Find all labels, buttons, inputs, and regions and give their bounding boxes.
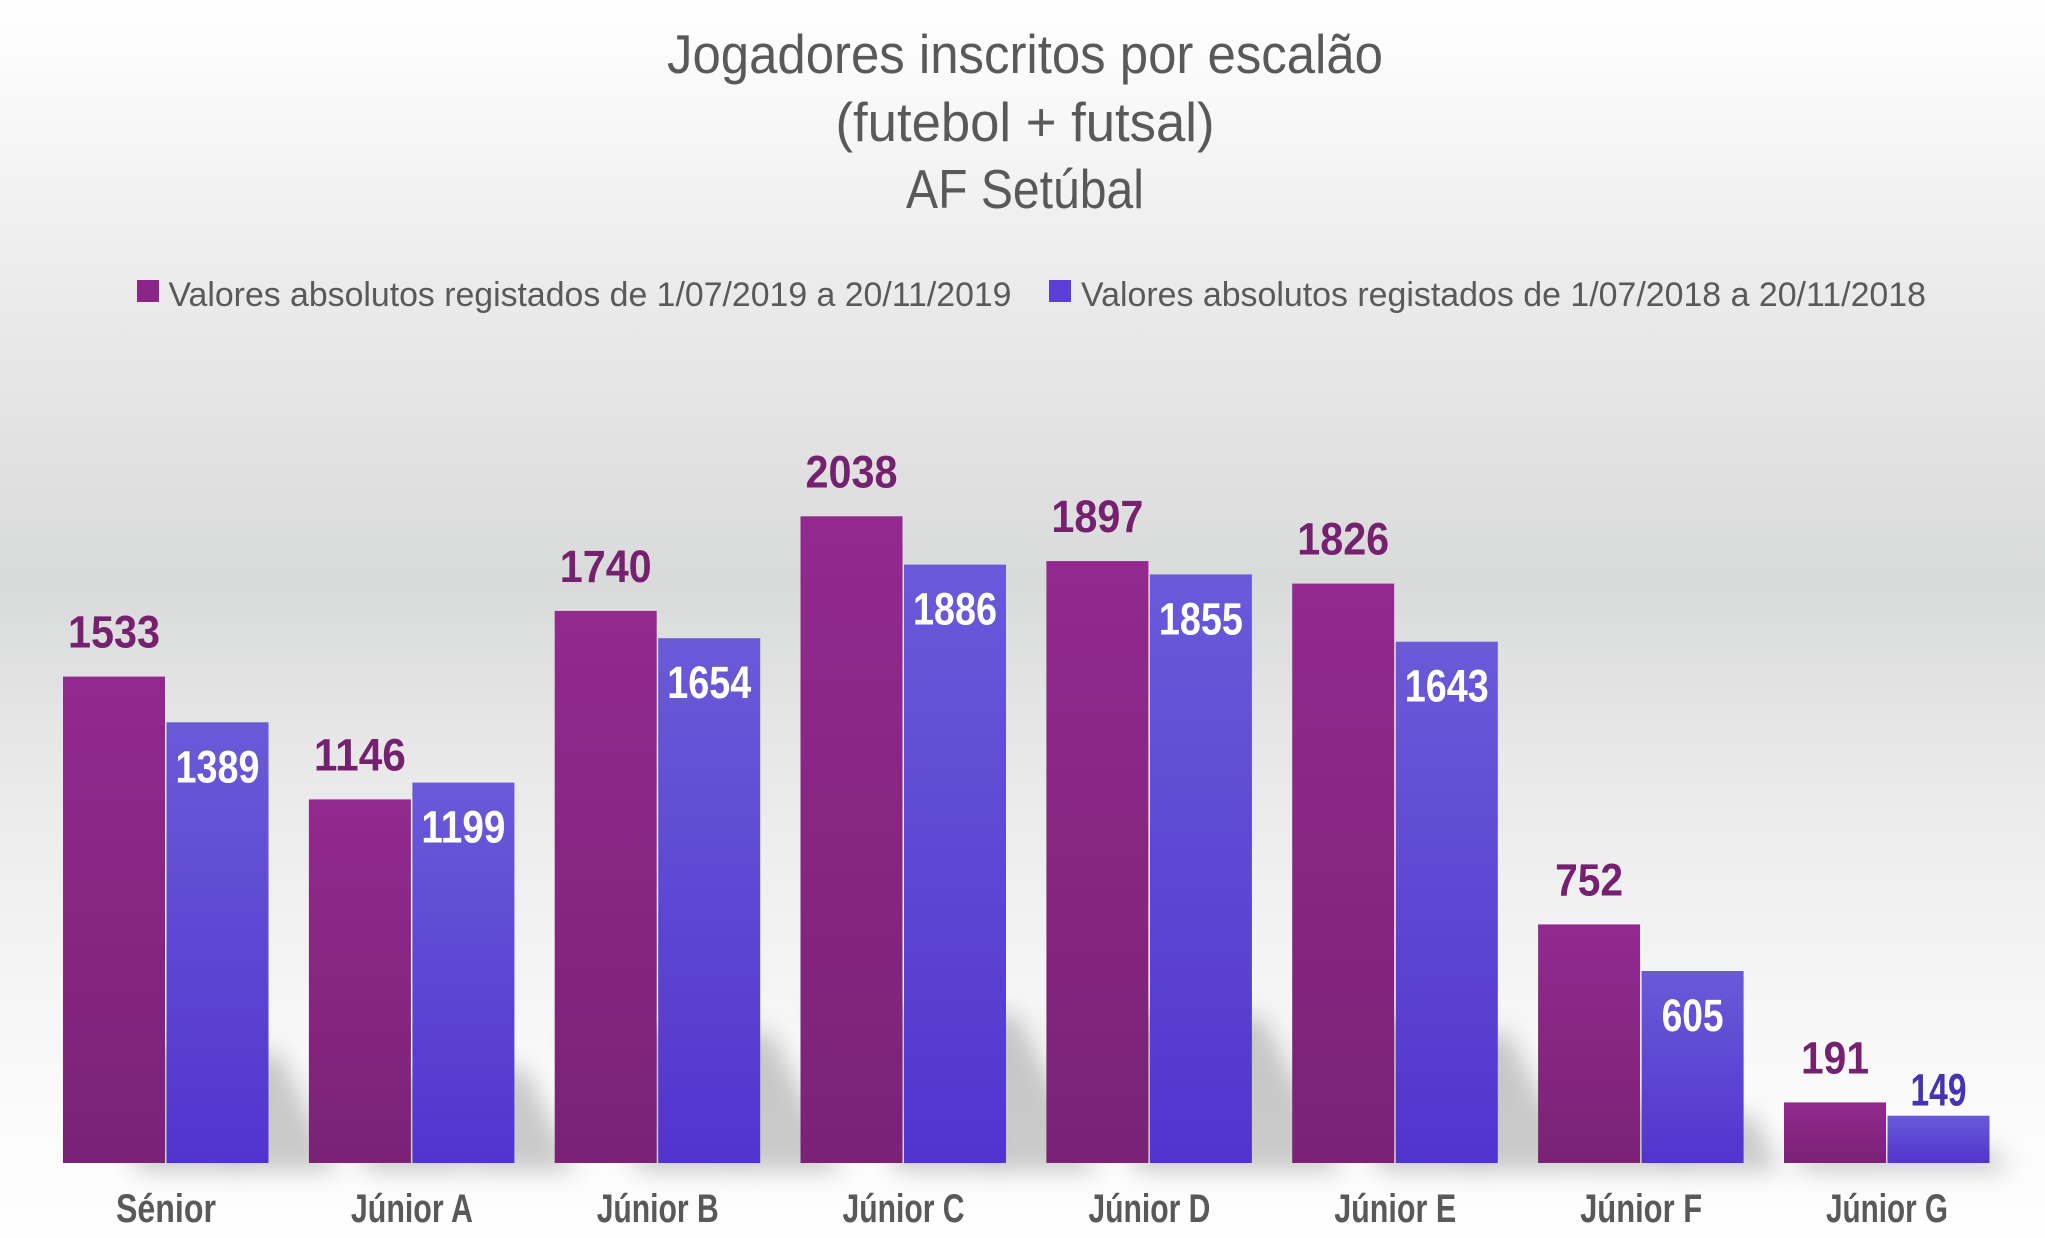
- svg-text:Valores absolutos registados d: Valores absolutos registados de 1/07/201…: [169, 276, 1012, 314]
- svg-text:AF Setúbal: AF Setúbal: [906, 158, 1144, 220]
- svg-text:1886: 1886: [913, 584, 997, 635]
- svg-text:1654: 1654: [667, 657, 751, 708]
- svg-text:1199: 1199: [421, 802, 505, 853]
- svg-text:1897: 1897: [1051, 491, 1143, 542]
- svg-text:1389: 1389: [176, 741, 260, 792]
- svg-text:191: 191: [1801, 1032, 1869, 1083]
- svg-text:752: 752: [1555, 854, 1623, 905]
- svg-text:Sénior: Sénior: [116, 1187, 216, 1231]
- svg-text:605: 605: [1662, 990, 1724, 1041]
- svg-text:1146: 1146: [314, 729, 406, 780]
- svg-text:2038: 2038: [806, 446, 898, 497]
- svg-text:Jogadores inscritos por escalã: Jogadores inscritos por escalão: [667, 23, 1383, 85]
- svg-text:1643: 1643: [1405, 661, 1489, 712]
- svg-text:1826: 1826: [1297, 514, 1389, 565]
- svg-text:Júnior G: Júnior G: [1826, 1187, 1948, 1231]
- svg-text:Júnior A: Júnior A: [351, 1187, 473, 1231]
- svg-text:Valores absolutos registados d: Valores absolutos registados de 1/07/201…: [1081, 276, 1926, 314]
- svg-text:Júnior B: Júnior B: [597, 1187, 719, 1231]
- svg-text:1855: 1855: [1159, 593, 1243, 644]
- svg-text:Júnior C: Júnior C: [843, 1187, 965, 1231]
- svg-text:149: 149: [1911, 1065, 1967, 1116]
- svg-text:1533: 1533: [68, 607, 160, 658]
- svg-text:Júnior D: Júnior D: [1088, 1187, 1210, 1231]
- svg-text:Júnior F: Júnior F: [1580, 1187, 1702, 1231]
- svg-text:1740: 1740: [560, 541, 652, 592]
- svg-text:Júnior E: Júnior E: [1334, 1187, 1456, 1231]
- svg-text:(futebol + futsal): (futebol + futsal): [836, 91, 1215, 153]
